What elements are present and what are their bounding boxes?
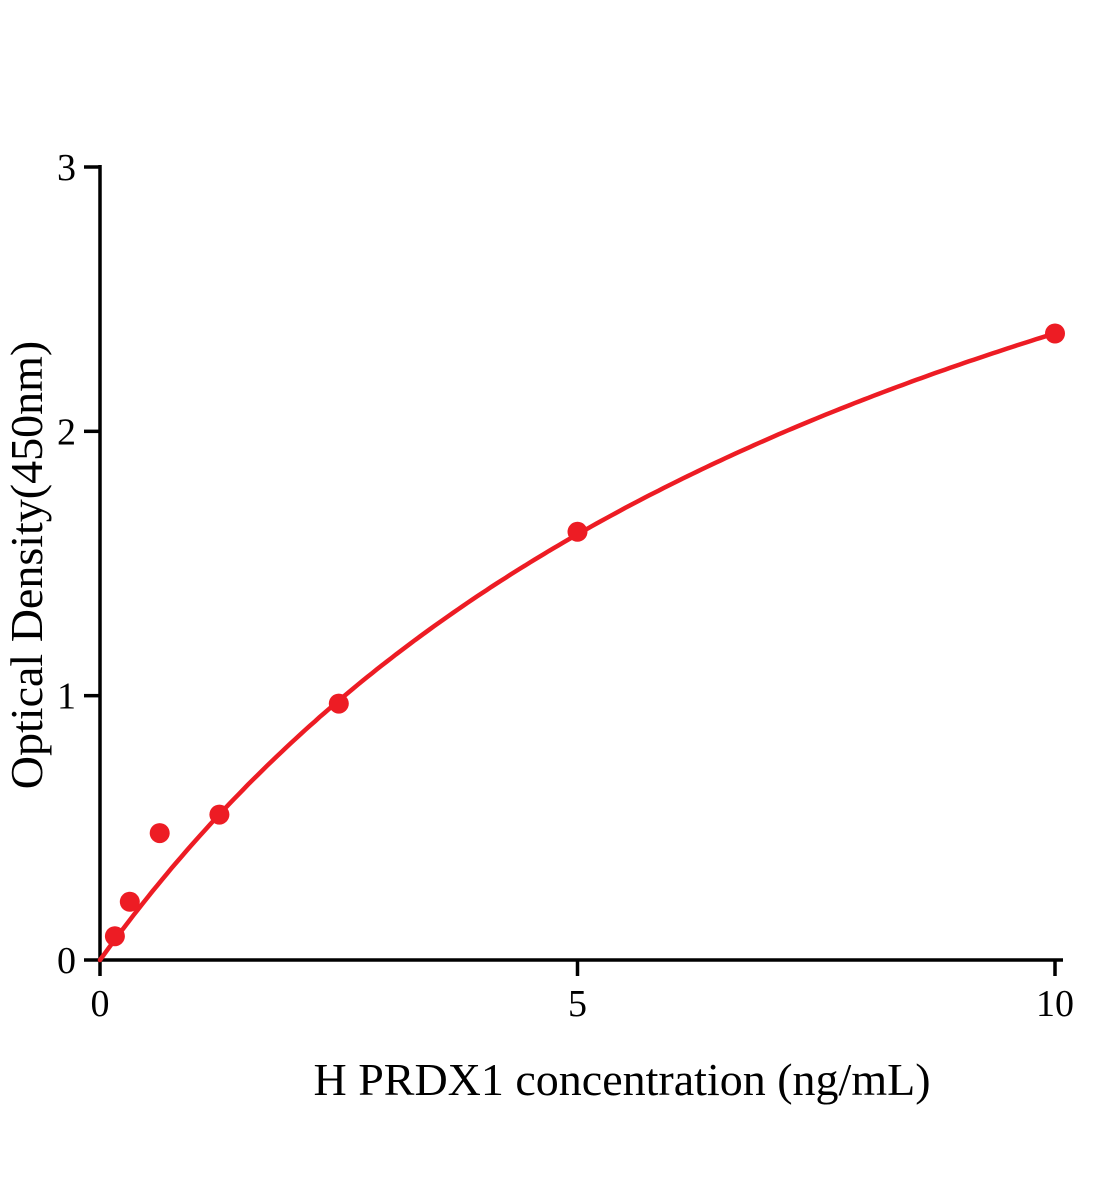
data-point bbox=[328, 693, 349, 714]
data-point bbox=[149, 823, 170, 844]
axes bbox=[84, 165, 1063, 976]
x-axis-label: H PRDX1 concentration (ng/mL) bbox=[313, 1054, 930, 1105]
y-tick-label: 3 bbox=[57, 147, 76, 189]
x-tick-label: 10 bbox=[1036, 983, 1074, 1025]
standard-curve-line bbox=[97, 331, 1058, 963]
tick-labels: 0 5 10 0 1 2 3 bbox=[57, 147, 1074, 1025]
y-tick-label: 2 bbox=[57, 411, 76, 453]
data-point bbox=[567, 521, 588, 542]
x-tick-label: 5 bbox=[568, 983, 587, 1025]
x-tick-label: 0 bbox=[91, 983, 110, 1025]
data-point bbox=[119, 891, 140, 912]
axis-spines bbox=[98, 165, 1063, 962]
data-point bbox=[209, 804, 230, 825]
y-tick-label: 0 bbox=[57, 940, 76, 982]
fit-curve bbox=[97, 331, 1058, 963]
y-tick-label: 1 bbox=[57, 676, 76, 718]
data-points bbox=[104, 323, 1065, 947]
y-axis-label: Optical Density(450nm) bbox=[1, 341, 52, 789]
data-point bbox=[1045, 323, 1065, 344]
data-point bbox=[104, 926, 125, 947]
